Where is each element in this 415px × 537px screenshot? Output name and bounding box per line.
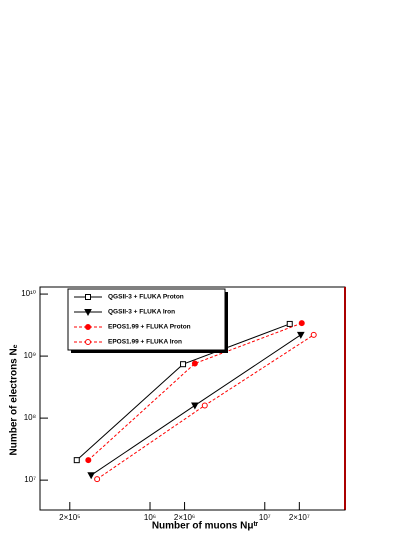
- data-point: [73, 457, 80, 464]
- data-point: [201, 402, 208, 409]
- x-tick-label: 2×10⁵: [59, 513, 80, 522]
- y-tick-label: 10⁹: [24, 351, 36, 360]
- x-tick-label: 2×10⁷: [289, 513, 310, 522]
- legend-label: EPOS1.99 + FLUKA Proton: [108, 324, 191, 331]
- x-axis-title: Number of muons Nμᵗʳ: [152, 521, 259, 532]
- data-point: [296, 331, 305, 339]
- data-point: [180, 361, 187, 368]
- data-point: [87, 472, 95, 480]
- data-point: [286, 320, 293, 327]
- data-point: [298, 320, 305, 327]
- x-tick-label: 10⁶: [144, 513, 156, 522]
- legend-label: QGSII-3 + FLUKA Proton: [108, 294, 184, 301]
- y-axis-title: Number of electrons Nₑ: [9, 344, 20, 455]
- legend-label: QGSII-3 + FLUKA Iron: [108, 309, 175, 316]
- series-line: [87, 322, 302, 461]
- legend-label: EPOS1.99 + FLUKA Iron: [108, 339, 182, 346]
- data-point: [85, 457, 92, 464]
- y-tick-label: 10⁷: [24, 475, 36, 484]
- x-tick-label: 10⁷: [259, 513, 271, 522]
- y-tick-label: 10¹⁰: [21, 289, 36, 298]
- legend-marker: [84, 309, 92, 317]
- data-point: [310, 331, 317, 338]
- x-tick-label: 2×10⁶: [174, 513, 195, 522]
- legend-box: [67, 288, 226, 351]
- legend-marker: [85, 324, 91, 330]
- y-tick-label: 10⁸: [24, 413, 36, 422]
- data-point: [191, 402, 199, 410]
- legend-marker: [85, 339, 91, 345]
- data-point: [191, 360, 198, 367]
- data-point: [94, 476, 101, 483]
- legend-marker: [85, 294, 91, 300]
